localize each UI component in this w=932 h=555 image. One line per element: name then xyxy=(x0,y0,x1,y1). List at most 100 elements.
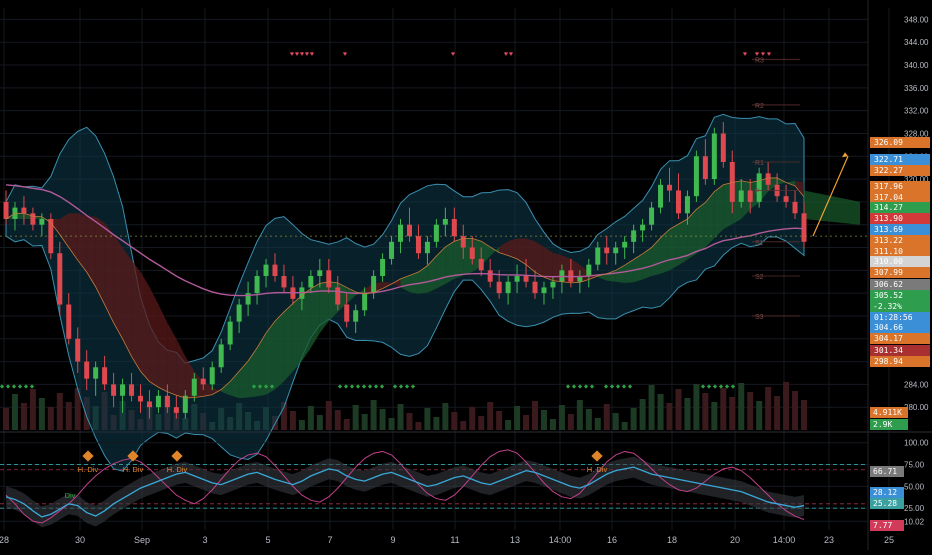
candle-body[interactable] xyxy=(514,276,520,282)
x-tick-label: 13 xyxy=(510,535,520,545)
candle-body[interactable] xyxy=(146,401,152,408)
volume-bar xyxy=(361,414,368,430)
candle-body[interactable] xyxy=(451,219,457,237)
candle-body[interactable] xyxy=(460,236,466,248)
volume-bar xyxy=(11,394,18,430)
candle-body[interactable] xyxy=(622,241,628,248)
candle-body[interactable] xyxy=(640,224,646,231)
candle-body[interactable] xyxy=(200,378,206,385)
price-label-box xyxy=(870,213,930,224)
candle-body[interactable] xyxy=(487,270,493,282)
candle-body[interactable] xyxy=(263,264,269,277)
candle-body[interactable] xyxy=(667,184,673,191)
candle-body[interactable] xyxy=(765,173,771,185)
candle-body[interactable] xyxy=(442,219,448,225)
volume-bar xyxy=(747,392,754,430)
candle-body[interactable] xyxy=(245,293,251,305)
candle-body[interactable] xyxy=(532,281,538,294)
candle-body[interactable] xyxy=(254,276,260,294)
candle-body[interactable] xyxy=(120,384,126,396)
candle-body[interactable] xyxy=(747,190,753,202)
heart-marker: ♥ xyxy=(300,51,304,58)
volume-bar xyxy=(289,411,296,430)
candle-body[interactable] xyxy=(783,196,789,202)
candle-body[interactable] xyxy=(84,361,90,379)
candle-body[interactable] xyxy=(658,184,664,208)
x-tick-label: 23 xyxy=(824,535,834,545)
candle-body[interactable] xyxy=(604,247,610,254)
candle-body[interactable] xyxy=(424,241,430,254)
osc-tick-label: 25.00 xyxy=(904,504,925,513)
ichimoku-cloud xyxy=(391,278,401,288)
candle-body[interactable] xyxy=(362,293,368,311)
candle-body[interactable] xyxy=(756,173,762,202)
volume-bar xyxy=(801,400,807,430)
candle-body[interactable] xyxy=(389,241,395,259)
candle-body[interactable] xyxy=(353,310,359,322)
candle-body[interactable] xyxy=(380,258,386,277)
candle-body[interactable] xyxy=(577,276,583,282)
candle-body[interactable] xyxy=(191,378,197,396)
candle-body[interactable] xyxy=(586,264,592,277)
candle-body[interactable] xyxy=(684,196,690,214)
candle-body[interactable] xyxy=(702,156,708,180)
candle-body[interactable] xyxy=(155,395,161,408)
candle-body[interactable] xyxy=(711,133,717,180)
candle-body[interactable] xyxy=(729,161,735,202)
candle-body[interactable] xyxy=(173,407,179,413)
candle-body[interactable] xyxy=(550,281,556,288)
candle-body[interactable] xyxy=(30,213,36,225)
candle-body[interactable] xyxy=(613,247,619,254)
candle-body[interactable] xyxy=(272,264,278,277)
candle-body[interactable] xyxy=(39,219,45,225)
candle-body[interactable] xyxy=(236,304,242,322)
candle-body[interactable] xyxy=(66,304,72,339)
pivot-label: R2 xyxy=(755,103,764,110)
candle-body[interactable] xyxy=(541,287,547,294)
candle-body[interactable] xyxy=(720,133,726,162)
candle-body[interactable] xyxy=(3,201,9,219)
candle-body[interactable] xyxy=(335,287,341,305)
candle-body[interactable] xyxy=(478,258,484,271)
candle-body[interactable] xyxy=(675,190,681,214)
candle-body[interactable] xyxy=(523,276,529,282)
candle-body[interactable] xyxy=(398,224,404,242)
candle-body[interactable] xyxy=(75,338,81,362)
candle-body[interactable] xyxy=(738,190,744,202)
candle-body[interactable] xyxy=(93,367,99,379)
signal-dot xyxy=(571,384,577,389)
ichimoku-cloud xyxy=(543,246,553,281)
candle-body[interactable] xyxy=(227,321,233,345)
volume-bar xyxy=(307,406,314,430)
candle-body[interactable] xyxy=(308,276,314,288)
candle-body[interactable] xyxy=(406,224,412,237)
candle-body[interactable] xyxy=(792,201,798,214)
pivot-label: R3 xyxy=(755,57,764,64)
candle-body[interactable] xyxy=(57,253,63,305)
candle-body[interactable] xyxy=(505,281,511,294)
candle-body[interactable] xyxy=(182,395,188,413)
candle-body[interactable] xyxy=(496,281,502,294)
candle-body[interactable] xyxy=(371,276,377,294)
candle-body[interactable] xyxy=(801,213,807,242)
candle-body[interactable] xyxy=(111,384,117,396)
candle-body[interactable] xyxy=(317,270,323,277)
candle-body[interactable] xyxy=(281,276,287,288)
candle-body[interactable] xyxy=(102,367,108,385)
candle-body[interactable] xyxy=(344,304,350,322)
candle-body[interactable] xyxy=(631,230,637,242)
candle-body[interactable] xyxy=(469,247,475,259)
candle-body[interactable] xyxy=(129,384,135,396)
candle-body[interactable] xyxy=(649,207,655,225)
candle-body[interactable] xyxy=(164,395,170,408)
candle-body[interactable] xyxy=(326,270,332,288)
candle-body[interactable] xyxy=(218,344,224,368)
candle-body[interactable] xyxy=(433,224,439,242)
candle-body[interactable] xyxy=(415,236,421,254)
candle-body[interactable] xyxy=(137,395,143,402)
candle-body[interactable] xyxy=(595,247,601,265)
candle-body[interactable] xyxy=(693,156,699,197)
candle-body[interactable] xyxy=(209,367,215,385)
candle-body[interactable] xyxy=(21,207,27,214)
